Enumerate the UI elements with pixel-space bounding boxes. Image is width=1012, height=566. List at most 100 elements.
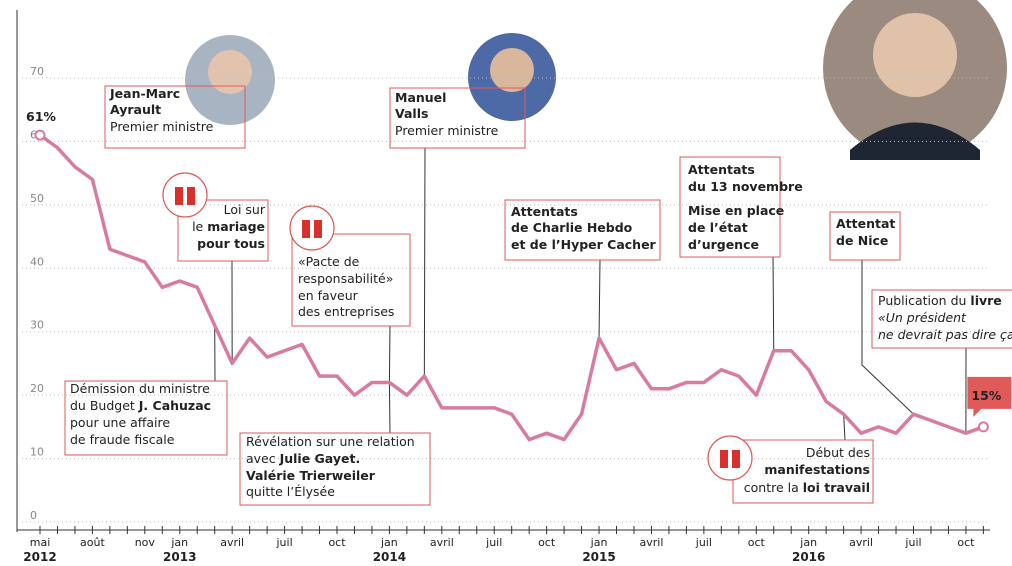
chart: 010203040506070mai2012aoûtnovjan2013avri…	[0, 0, 1012, 566]
annotation-text: Manuel	[395, 90, 446, 105]
annotation-segment: Révélation sur une relation	[246, 434, 415, 449]
x-tick-label: avril	[849, 536, 873, 549]
x-tick-label: avril	[640, 536, 664, 549]
annotation-segment: quitte l’Élysée	[246, 484, 335, 499]
annotation-segment: d’urgence	[688, 237, 759, 252]
x-tick-label: oct	[538, 536, 556, 549]
annotation-segment: des entreprises	[298, 304, 394, 319]
annotation-text: Publication du livre	[878, 293, 1002, 308]
annotation-text: Jean-Marc	[109, 86, 180, 101]
icon-glyph	[314, 220, 322, 238]
icon-glyph	[732, 450, 740, 468]
page: 010203040506070mai2012aoûtnovjan2013avri…	[0, 0, 1012, 566]
x-tick-label: oct	[748, 536, 766, 549]
annotation-segment: du Budget	[70, 398, 139, 413]
annotation-segment: Valls	[395, 106, 428, 121]
annotation-segment: Attentats	[511, 204, 578, 219]
x-tick-label: jan	[799, 536, 817, 549]
annotation-segment: en faveur	[298, 288, 359, 303]
connector	[773, 257, 774, 351]
connector	[389, 326, 390, 382]
annotation-icon	[163, 173, 207, 217]
x-tick-label: jan	[170, 536, 188, 549]
annotation-text: de fraude fiscale	[70, 432, 175, 447]
x-tick-label: mai	[30, 536, 51, 549]
x-tick-label: août	[80, 536, 105, 549]
endpoint-marker	[979, 422, 988, 431]
annotation-segment: de Charlie Hebdo	[511, 220, 633, 235]
x-tick-label: juil	[276, 536, 293, 549]
annotation-text: Début des	[806, 445, 870, 460]
annotation-text: Mise en place	[688, 203, 784, 218]
y-tick-label: 50	[30, 192, 44, 205]
annotation-text: contre la loi travail	[744, 480, 870, 495]
y-tick-label: 20	[30, 382, 44, 395]
annotation-segment: Début des	[806, 445, 870, 460]
x-tick-label: avril	[220, 536, 244, 549]
annotation-segment: «Un président	[878, 310, 967, 325]
annotation-segment: Démission du ministre	[70, 381, 210, 396]
y-tick-label: 10	[30, 446, 44, 459]
portrait-face	[873, 13, 957, 97]
annotation-text: Révélation sur une relation	[246, 434, 415, 449]
annotation-segment: du 13 novembre	[688, 179, 803, 194]
annotation-segment: avec	[246, 451, 280, 466]
endpoint-marker	[36, 131, 45, 140]
y-tick-label: 40	[30, 255, 44, 268]
annotation-segment: Premier ministre	[110, 119, 214, 134]
y-tick-label: 30	[30, 319, 44, 332]
annotation-text: Attentats	[511, 204, 578, 219]
year-label: 2013	[163, 550, 196, 564]
annotation-text: avec Julie Gayet.	[246, 451, 360, 466]
x-tick-label: jan	[590, 536, 608, 549]
annotation-text: «Pacte de	[298, 254, 360, 269]
value-label: 15%	[971, 388, 1001, 403]
connector	[844, 414, 845, 440]
annotation-text: Loi sur	[224, 202, 266, 217]
annotation-icon	[290, 206, 334, 250]
annotation-segment: Jean-Marc	[109, 86, 180, 101]
portrait-face	[490, 48, 534, 92]
annotation-text: de Nice	[836, 233, 888, 248]
year-label: 2015	[582, 550, 615, 564]
x-tick-label: oct	[957, 536, 975, 549]
x-tick-label: juil	[695, 536, 712, 549]
year-label: 2012	[23, 550, 56, 564]
annotation-text: du 13 novembre	[688, 179, 803, 194]
annotation-segment: Mise en place	[688, 203, 784, 218]
annotation-segment: et de l’Hyper Cacher	[511, 237, 657, 252]
annotation-text: en faveur	[298, 288, 359, 303]
icon-glyph	[187, 187, 195, 205]
annotation-text: ne devrait pas dire ça»	[878, 327, 1012, 342]
annotation-text: de Charlie Hebdo	[511, 220, 633, 235]
annotation-segment: manifestations	[764, 462, 870, 477]
annotation-segment: responsabilité»	[298, 271, 393, 286]
icon-glyph	[302, 220, 310, 238]
annotation-text: Valérie Trierweiler	[246, 468, 376, 483]
x-tick-label: avril	[430, 536, 454, 549]
connector	[599, 260, 600, 338]
icon-glyph	[175, 187, 183, 205]
annotation-segment: loi travail	[803, 480, 870, 495]
annotation-text: «Un président	[878, 310, 967, 325]
annotation-segment: Manuel	[395, 90, 446, 105]
annotation-text: responsabilité»	[298, 271, 393, 286]
x-tick-label: jan	[380, 536, 398, 549]
annotation-text: le mariage	[192, 219, 265, 234]
annotation-text: de l’état	[688, 220, 748, 235]
annotation-segment: pour tous	[197, 236, 265, 251]
year-label: 2016	[792, 550, 825, 564]
annotation-text: des entreprises	[298, 304, 394, 319]
annotation-segment: le	[192, 219, 207, 234]
annotation-segment: de fraude fiscale	[70, 432, 175, 447]
annotation-text: quitte l’Élysée	[246, 484, 335, 499]
year-label: 2014	[373, 550, 406, 564]
annotation-text: Attentat	[836, 216, 895, 231]
annotation-text: Valls	[395, 106, 428, 121]
annotation-segment: Publication du	[878, 293, 970, 308]
annotation-segment: Attentats	[688, 162, 755, 177]
annotation-icon	[708, 436, 752, 480]
x-tick-label: oct	[328, 536, 346, 549]
annotation-segment: J. Cahuzac	[138, 398, 211, 413]
annotation-segment: de l’état	[688, 220, 748, 235]
